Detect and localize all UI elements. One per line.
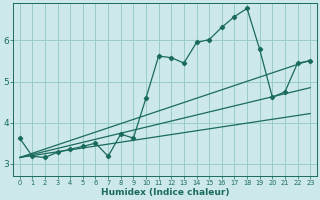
X-axis label: Humidex (Indice chaleur): Humidex (Indice chaleur) bbox=[101, 188, 229, 197]
